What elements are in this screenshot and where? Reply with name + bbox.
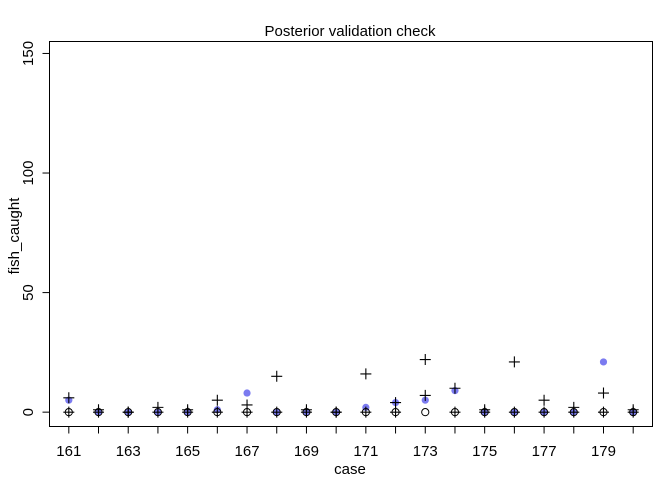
- interval-point: [211, 406, 223, 418]
- interval-point: [568, 406, 580, 418]
- y-axis: 0 50 100 150: [20, 41, 50, 416]
- interval-point: [241, 406, 253, 418]
- y-tick-label: 100: [20, 161, 37, 186]
- interval-point: [360, 406, 372, 418]
- plot-frame: [49, 41, 653, 427]
- interval-point: [152, 406, 164, 418]
- interval-point: [300, 406, 312, 418]
- x-tick-label: 165: [175, 443, 200, 460]
- interval-point: [271, 370, 283, 382]
- interval-point: [211, 394, 223, 406]
- x-tick-label: 177: [532, 443, 557, 460]
- interval-point: [271, 406, 283, 418]
- interval-point: [63, 406, 75, 418]
- interval-point: [597, 387, 609, 399]
- interval-point: [419, 389, 431, 401]
- data-marks: [63, 354, 639, 418]
- x-tick-label: 163: [116, 443, 141, 460]
- posterior-point: [421, 408, 430, 417]
- interval-point: [538, 394, 550, 406]
- interval-point: [330, 406, 342, 418]
- interval-point: [508, 356, 520, 368]
- interval-point: [538, 406, 550, 418]
- interval-point: [93, 406, 105, 418]
- x-tick-label: 167: [235, 443, 260, 460]
- interval-point: [122, 406, 134, 418]
- interval-point: [419, 354, 431, 366]
- interval-point: [390, 406, 402, 418]
- interval-point: [479, 406, 491, 418]
- chart-title: Posterior validation check: [265, 23, 436, 40]
- x-tick-label: 169: [294, 443, 319, 460]
- observed-point: [243, 389, 251, 397]
- y-axis-label: fish_caught: [6, 197, 23, 275]
- y-tick-label: 0: [20, 408, 37, 416]
- interval-point: [508, 406, 520, 418]
- x-tick-label: 173: [413, 443, 438, 460]
- interval-point: [449, 406, 461, 418]
- interval-point: [449, 382, 461, 394]
- interval-point: [63, 392, 75, 404]
- y-tick-label: 50: [20, 284, 37, 301]
- x-tick-label: 161: [56, 443, 81, 460]
- y-tick-label: 150: [20, 41, 37, 66]
- x-axis-label: case: [334, 461, 366, 478]
- interval-point: [627, 406, 639, 418]
- x-tick-label: 171: [353, 443, 378, 460]
- x-tick-label: 175: [472, 443, 497, 460]
- observed-point: [599, 358, 608, 366]
- x-tick-label: 179: [591, 443, 616, 460]
- interval-point: [182, 406, 194, 418]
- interval-point: [597, 406, 609, 418]
- interval-point: [390, 397, 402, 409]
- interval-point: [360, 368, 372, 380]
- x-axis: 161 163 165 167 169 171 173 175 177 179: [56, 426, 634, 460]
